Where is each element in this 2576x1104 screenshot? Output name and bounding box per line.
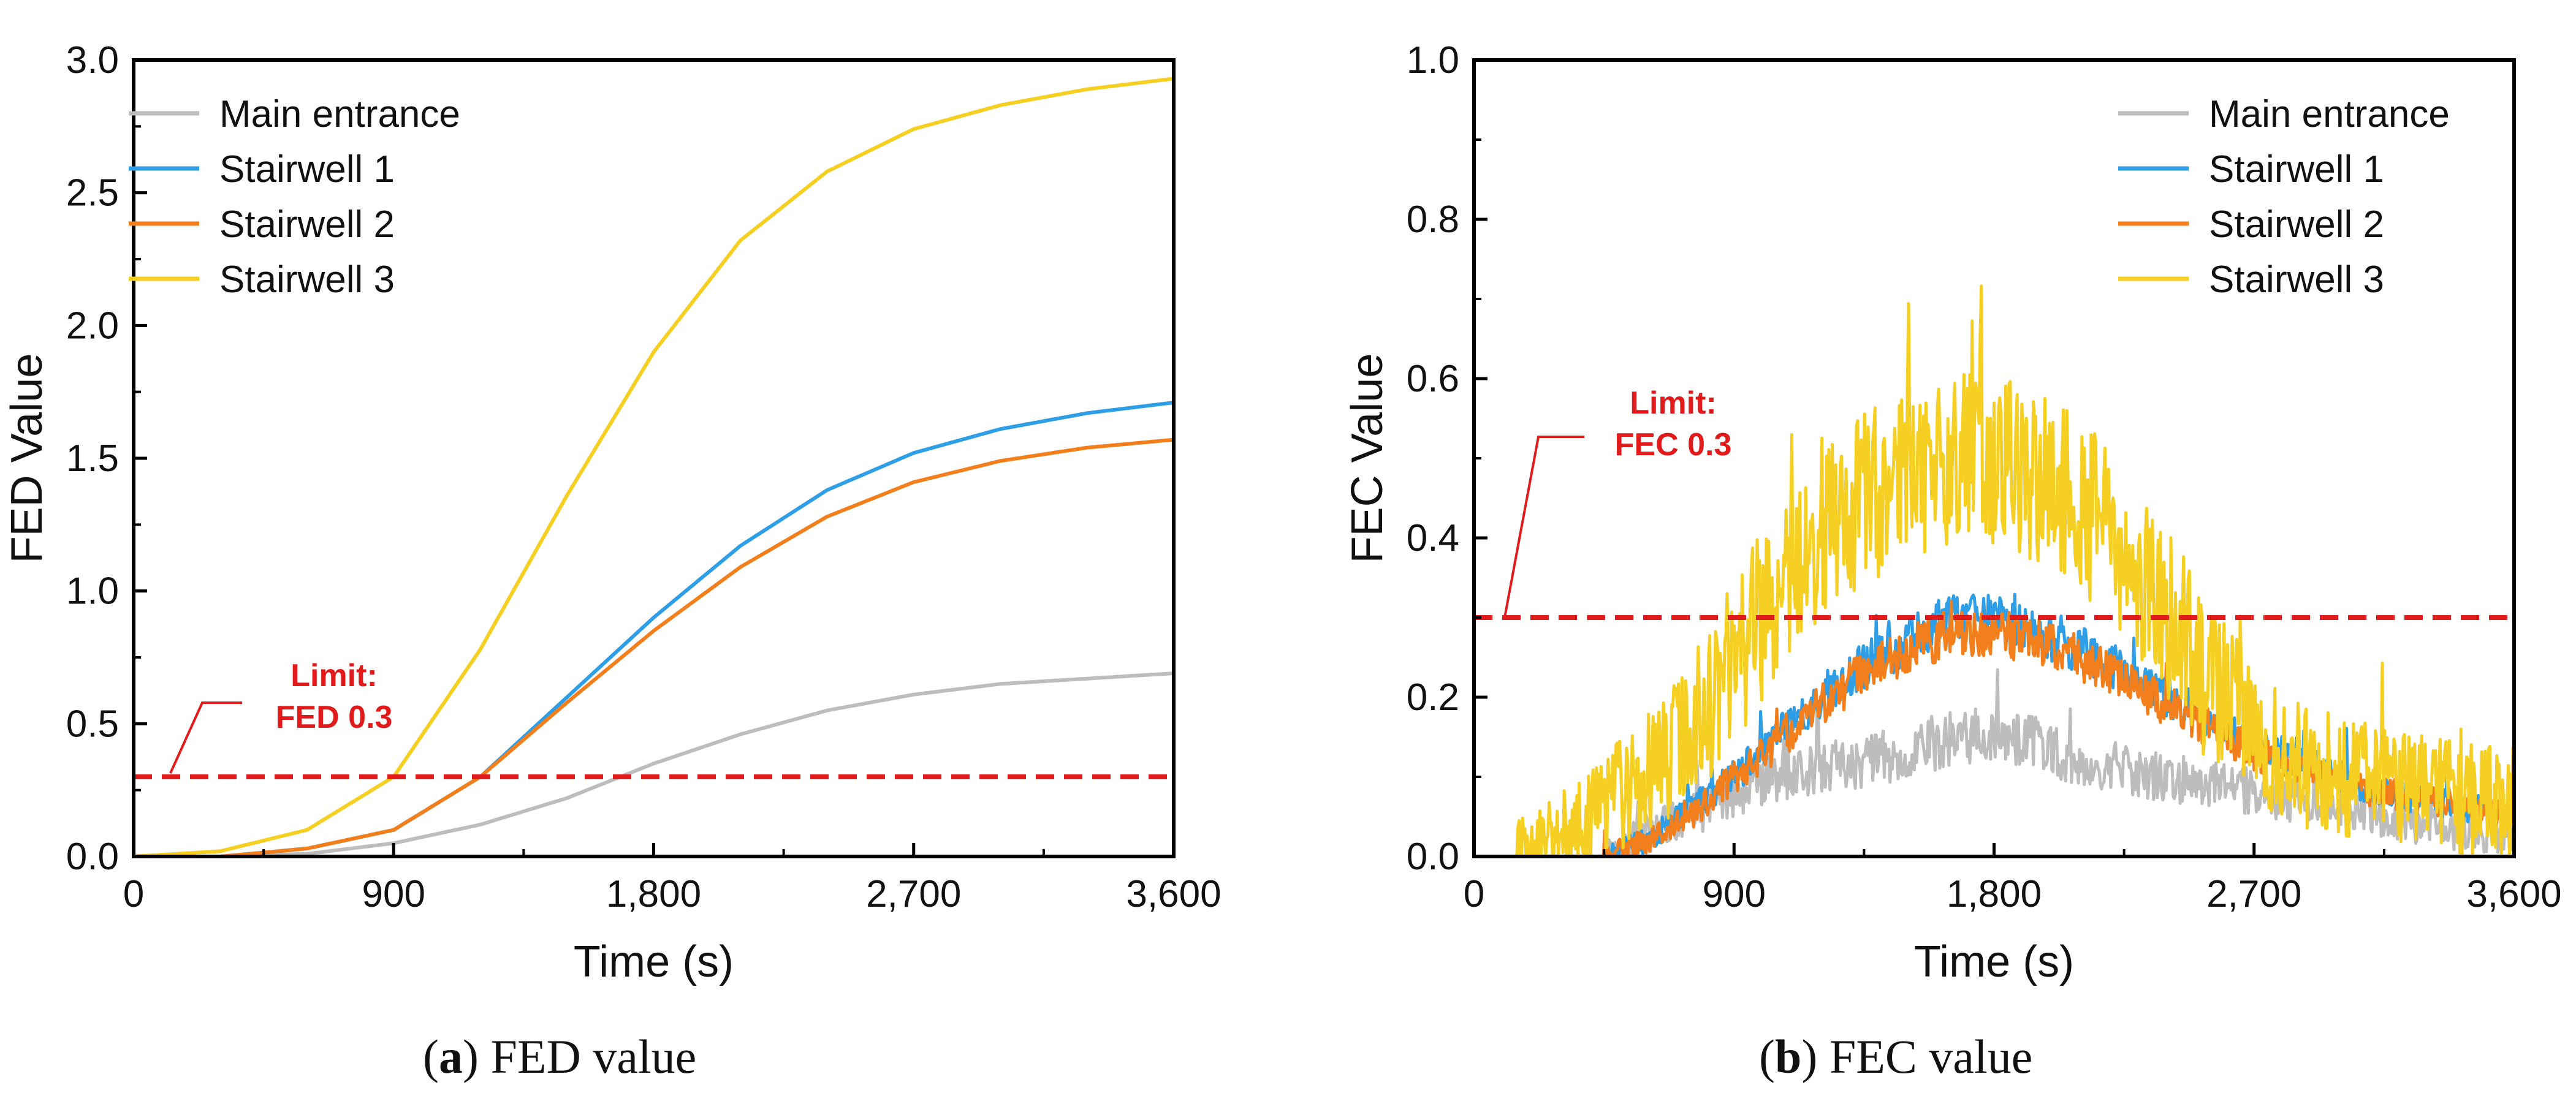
legend-label: Stairwell 3 [2209, 259, 2384, 301]
limit-label-line1: Limit: [291, 658, 378, 694]
caption-a: (a) FED value [423, 1030, 697, 1083]
y-tick-label: 0.8 [1407, 198, 1459, 241]
y-tick-label: 1.5 [66, 437, 119, 480]
y-tick-label: 0.0 [1407, 836, 1459, 878]
legend-label: Stairwell 3 [219, 259, 395, 301]
x-tick-label: 3,600 [2466, 873, 2561, 915]
x-tick-label: 900 [362, 873, 425, 915]
x-tick-label: 0 [1464, 873, 1484, 915]
x-tick-label: 0 [123, 873, 144, 915]
legend-label: Main entrance [2209, 93, 2450, 135]
x-axis-label: Time (s) [1914, 937, 2074, 986]
y-tick-label: 1.0 [66, 570, 119, 613]
legend-label: Stairwell 2 [219, 203, 395, 246]
series-line-main-entrance [134, 671, 1174, 856]
x-tick-label: 2,700 [2206, 873, 2301, 915]
x-tick-label: 2,700 [866, 873, 961, 915]
x-tick-label: 3,600 [1126, 873, 1221, 915]
limit-label-line2: FED 0.3 [276, 700, 393, 735]
y-tick-label: 0.6 [1407, 358, 1459, 400]
series-line-main-entrance [1474, 668, 2514, 856]
y-axis-label: FEC Value [1343, 354, 1392, 564]
series-group [134, 77, 1174, 856]
legend-label: Stairwell 1 [2209, 148, 2384, 191]
limit-callout-line [169, 701, 242, 774]
y-tick-label: 2.0 [66, 304, 119, 347]
legend-label: Main entrance [219, 93, 460, 135]
chart-fec: Limit: FEC 0.3 0 900 1,800 2,700 3,600 0.0 0.2 0.… [1343, 39, 2562, 986]
limit-callout-line [1503, 436, 1584, 618]
series-line-stairwell-3 [134, 77, 1174, 856]
y-tick-label: 0.2 [1407, 676, 1459, 719]
limit-label-line2: FEC 0.3 [1615, 427, 1732, 463]
x-axis-label: Time (s) [574, 937, 734, 986]
y-tick-label: 0.5 [66, 703, 119, 745]
y-tick-label: 3.0 [66, 39, 119, 81]
y-tick-label: 1.0 [1407, 39, 1459, 81]
series-group [1474, 284, 2514, 856]
series-line-stairwell-3 [1474, 284, 2514, 856]
series-line-stairwell-2 [134, 437, 1174, 856]
y-tick-label: 2.5 [66, 172, 119, 214]
y-axis-label: FED Value [2, 354, 51, 564]
x-tick-label: 1,800 [1947, 873, 2042, 915]
chart-fed: Limit: FED 0.3 0 900 1,800 2,700 3,600 0.0 0.5 1.… [2, 39, 1222, 986]
legend-label: Stairwell 1 [219, 148, 395, 191]
caption-b: (b) FEC value [1759, 1030, 2033, 1083]
x-tick-label: 1,800 [606, 873, 701, 915]
x-tick-label: 900 [1703, 873, 1766, 915]
y-tick-label: 0.4 [1407, 517, 1459, 559]
y-tick-label: 0.0 [66, 836, 119, 878]
limit-label-line1: Limit: [1630, 385, 1717, 421]
legend-label: Stairwell 2 [2209, 203, 2384, 246]
